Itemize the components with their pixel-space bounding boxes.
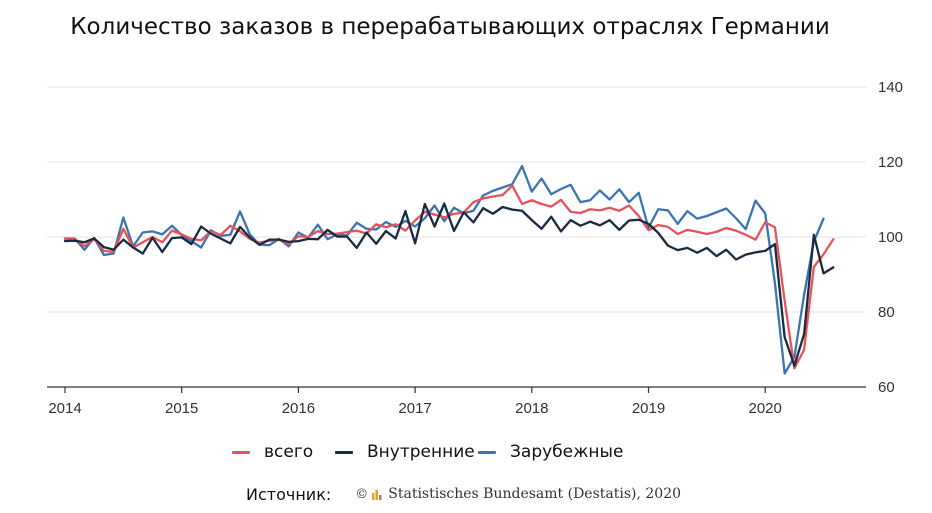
chart-title: Количество заказов в перерабатывающих от… (70, 14, 830, 40)
legend-item-vsego: всего (232, 440, 313, 464)
legend-item-vnutrennie: Внутренние (335, 440, 475, 464)
source-line: Источник: © Statistisches Bundesamt (Des… (246, 483, 681, 505)
y-tick-label: 140 (878, 79, 903, 96)
x-tick-label: 2020 (749, 400, 782, 417)
y-tick-label: 80 (878, 304, 895, 321)
source-text: Statistisches Bundesamt (Destatis), 2020 (388, 486, 682, 502)
chart-axis: 60 80 100 120 140 2014 2015 2016 2017 2018 2019 202… (47, 79, 903, 417)
destatis-logo-bar-2 (375, 490, 379, 500)
chart-grid (47, 86, 866, 313)
y-tick-label: 100 (878, 229, 903, 246)
x-tick-label: 2018 (515, 400, 548, 417)
destatis-logo-bar-3 (379, 495, 382, 500)
chart-series-group (63, 164, 835, 375)
chart-legend: всего Внутренние Зарубежные (0, 440, 932, 466)
x-tick-label: 2016 (282, 400, 315, 417)
legend-label-zarubezhnye: Зарубежные (510, 442, 624, 462)
destatis-logo-bar-1 (372, 493, 375, 500)
x-tick-label: 2015 (165, 400, 198, 417)
y-tick-label: 120 (878, 154, 903, 171)
legend-label-vsego: всего (264, 442, 314, 462)
source-label: Источник: (246, 484, 332, 504)
x-tick-label: 2014 (48, 400, 81, 417)
series-line-2 (63, 164, 825, 375)
legend-item-zarubezhnye: Зарубежные (478, 440, 623, 464)
legend-swatch-vnutrennie (335, 450, 353, 454)
destatis-logo-icon (372, 490, 382, 500)
legend-label-vnutrennie: Внутренние (367, 442, 475, 462)
x-tick-label: 2019 (632, 400, 665, 417)
copyright-symbol: © (355, 486, 369, 502)
series-line-1 (63, 202, 835, 367)
y-tick-label: 60 (878, 379, 895, 396)
x-tick-label: 2017 (398, 400, 431, 417)
legend-swatch-vsego (232, 450, 250, 454)
legend-swatch-zarubezhnye (478, 450, 496, 454)
